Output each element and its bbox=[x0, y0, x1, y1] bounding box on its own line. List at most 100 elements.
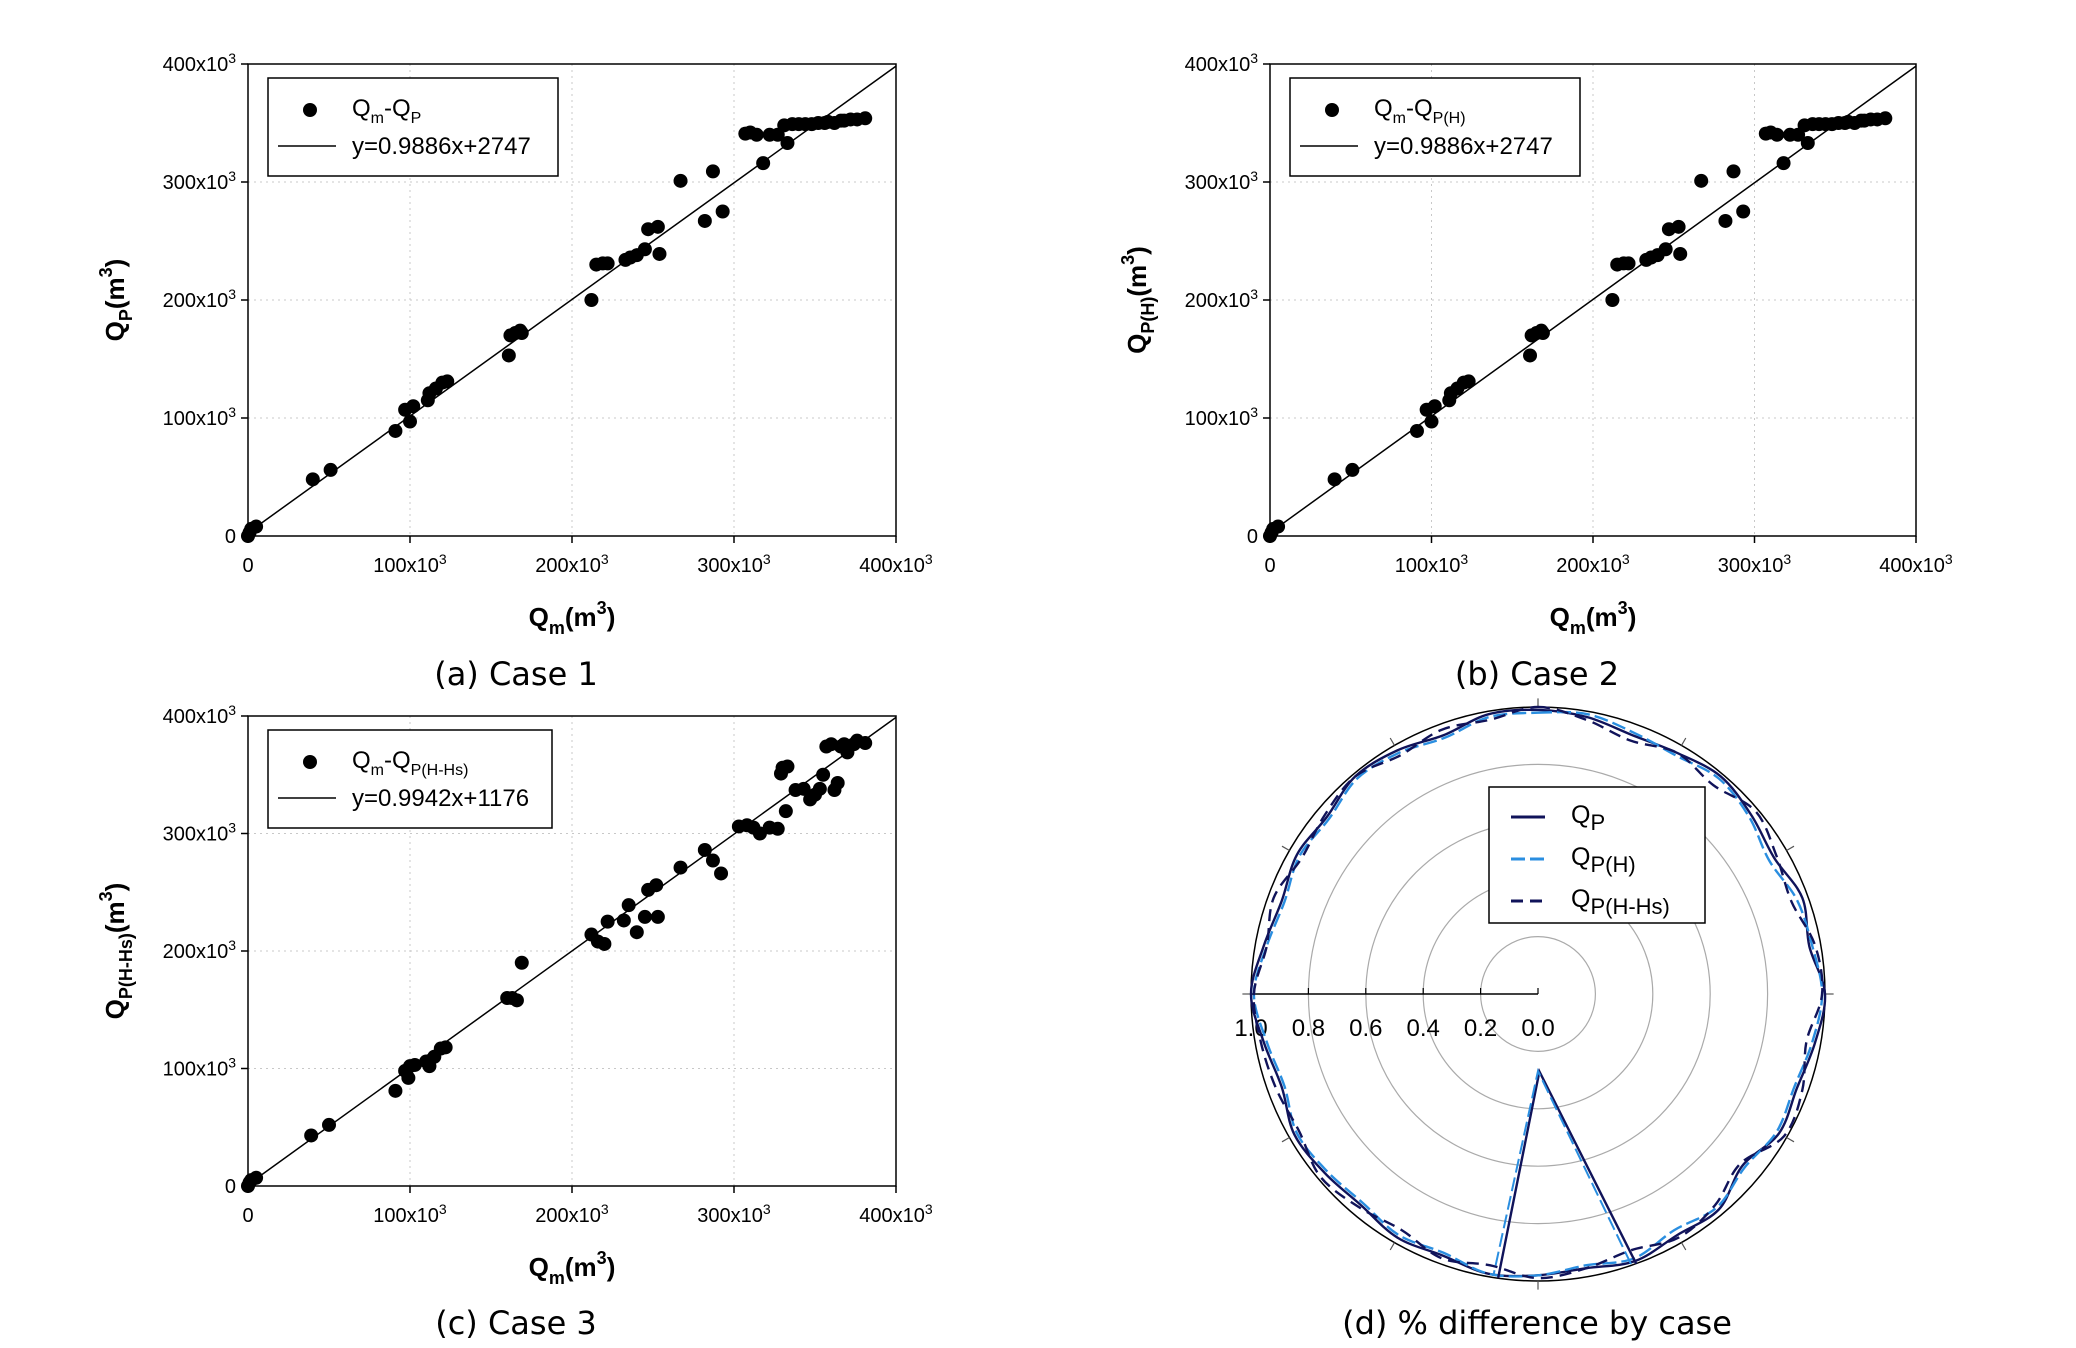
data-point bbox=[652, 246, 667, 261]
y-tick-label: 300x103 bbox=[163, 168, 237, 194]
data-point bbox=[514, 326, 529, 341]
data-point bbox=[705, 164, 720, 179]
data-point bbox=[1776, 156, 1791, 171]
chart-case-3: 0 100x103 200x103 300x103 400x103 0 100x103 200… bbox=[96, 702, 933, 1342]
y-tick-label: 200x103 bbox=[1185, 286, 1259, 312]
data-point bbox=[1878, 111, 1893, 126]
y-axis-label: QP(H)(m3) bbox=[1118, 246, 1158, 354]
x-tick-label: 400x103 bbox=[1879, 551, 1953, 577]
data-point bbox=[858, 111, 873, 126]
data-point bbox=[780, 759, 795, 774]
x-tick-label: 400x103 bbox=[859, 1201, 933, 1227]
y-tick-label: 200x103 bbox=[163, 937, 237, 963]
fit-line bbox=[247, 716, 897, 1186]
x-tick-label: 0 bbox=[242, 1205, 253, 1227]
data-point bbox=[1409, 423, 1424, 438]
data-point bbox=[305, 472, 320, 487]
data-point bbox=[501, 348, 516, 363]
data-point bbox=[673, 860, 688, 875]
polar-radial-tick-label: 0.4 bbox=[1407, 1015, 1440, 1042]
x-tick-label: 0 bbox=[1264, 555, 1275, 577]
data-point bbox=[388, 423, 403, 438]
x-tick-label: 300x103 bbox=[697, 551, 771, 577]
data-point bbox=[1327, 472, 1342, 487]
data-point bbox=[637, 242, 652, 257]
data-point bbox=[1671, 219, 1686, 234]
panel-caption: (c) Case 3 bbox=[435, 1304, 597, 1342]
panel-caption: (b) Case 2 bbox=[1455, 655, 1619, 693]
x-tick-label: 200x103 bbox=[535, 551, 609, 577]
data-point bbox=[749, 127, 764, 142]
data-point bbox=[1694, 173, 1709, 188]
legend-marker-point bbox=[1325, 103, 1339, 117]
data-point bbox=[756, 156, 771, 171]
data-point bbox=[1673, 246, 1688, 261]
y-tick-label: 0 bbox=[225, 1176, 236, 1198]
x-axis-label: Qm(m3) bbox=[529, 598, 616, 638]
data-point bbox=[407, 1057, 422, 1072]
data-point bbox=[697, 213, 712, 228]
data-point bbox=[403, 414, 417, 429]
polar-angle-tick bbox=[1389, 737, 1396, 746]
data-point bbox=[509, 993, 524, 1008]
polar-legend-label: QP bbox=[1571, 801, 1605, 835]
polar-radial-tick-label: 0.6 bbox=[1349, 1015, 1382, 1042]
data-point bbox=[705, 853, 720, 868]
data-point bbox=[673, 173, 688, 188]
data-point bbox=[1770, 127, 1785, 142]
data-point bbox=[778, 804, 793, 819]
data-point bbox=[629, 925, 644, 940]
data-point bbox=[323, 462, 338, 477]
polar-legend-box bbox=[1488, 786, 1706, 924]
data-point bbox=[1621, 256, 1636, 271]
data-point bbox=[1271, 519, 1286, 534]
data-point bbox=[816, 767, 831, 782]
data-point bbox=[1718, 213, 1733, 228]
data-point bbox=[401, 1070, 416, 1085]
data-point bbox=[388, 1083, 403, 1098]
polar-radial-tick-label: 0.8 bbox=[1292, 1015, 1325, 1042]
x-tick-label: 100x103 bbox=[1395, 551, 1469, 577]
data-point bbox=[650, 219, 665, 234]
polar-spike-2 bbox=[1492, 1068, 1632, 1277]
data-point bbox=[1535, 326, 1550, 341]
legend-label-points: Qm-QP(H) bbox=[1374, 95, 1466, 127]
x-tick-label: 100x103 bbox=[373, 551, 447, 577]
data-point bbox=[715, 204, 730, 219]
data-point bbox=[650, 909, 665, 924]
polar-series-2 bbox=[1252, 710, 1824, 1278]
data-point bbox=[858, 736, 873, 751]
data-point bbox=[1726, 164, 1741, 179]
y-tick-label: 400x103 bbox=[1185, 50, 1259, 76]
polar-legend-label: QP(H-Hs) bbox=[1571, 885, 1670, 919]
data-point bbox=[1345, 462, 1360, 477]
x-tick-label: 300x103 bbox=[1718, 551, 1792, 577]
y-axis-label: QP(H-Hs)(m3) bbox=[96, 883, 136, 1020]
data-point bbox=[406, 399, 421, 414]
x-axis-label: Qm(m3) bbox=[529, 1248, 616, 1288]
polar-radial-tick-label: 0.0 bbox=[1521, 1015, 1554, 1042]
legend-label-fit: y=0.9942x+1176 bbox=[352, 785, 529, 812]
polar-angle-tick bbox=[1389, 1242, 1396, 1251]
y-axis-label: QP(m3) bbox=[96, 259, 136, 342]
data-point bbox=[1605, 293, 1620, 307]
data-point bbox=[697, 842, 712, 857]
y-tick-label: 100x103 bbox=[163, 404, 237, 430]
y-tick-label: 100x103 bbox=[1185, 404, 1259, 430]
data-point bbox=[812, 781, 827, 796]
data-point bbox=[438, 1040, 453, 1055]
x-axis-label: Qm(m3) bbox=[1550, 598, 1637, 638]
y-tick-label: 400x103 bbox=[163, 702, 237, 728]
data-point bbox=[514, 955, 529, 970]
data-point bbox=[649, 878, 664, 893]
x-tick-label: 100x103 bbox=[373, 1201, 447, 1227]
polar-angle-tick bbox=[1680, 737, 1687, 746]
legend-label-points: Qm-QP bbox=[352, 95, 421, 127]
data-point bbox=[830, 775, 845, 790]
y-tick-label: 0 bbox=[225, 526, 236, 548]
data-point bbox=[584, 293, 599, 307]
data-point bbox=[770, 821, 785, 836]
legend-box bbox=[1289, 77, 1581, 177]
polar-angle-tick bbox=[1786, 1136, 1795, 1143]
